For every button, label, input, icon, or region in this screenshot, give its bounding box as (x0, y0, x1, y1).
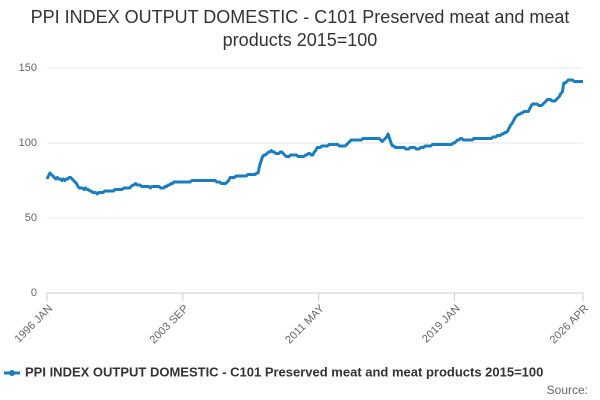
x-tick-label: 1996 JAN (13, 303, 56, 346)
source: Source: (547, 383, 588, 397)
series-line (45, 78, 584, 196)
chart-title: PPI INDEX OUTPUT DOMESTIC - C101 Preserv… (30, 7, 570, 50)
y-tick-label: 100 (19, 137, 37, 149)
x-tick-label: 2011 MAY (283, 302, 327, 346)
y-tick-label: 0 (31, 287, 37, 299)
x-tick-label: 2019 JAN (420, 303, 463, 346)
x-tick-label: 2026 APR (548, 303, 592, 347)
y-tick-label: 150 (19, 62, 37, 74)
legend-marker (9, 370, 15, 376)
legend-label: PPI INDEX OUTPUT DOMESTIC - C101 Preserv… (25, 364, 543, 379)
x-tick-label: 2003 SEP (148, 303, 192, 347)
y-tick-label: 50 (25, 212, 37, 224)
